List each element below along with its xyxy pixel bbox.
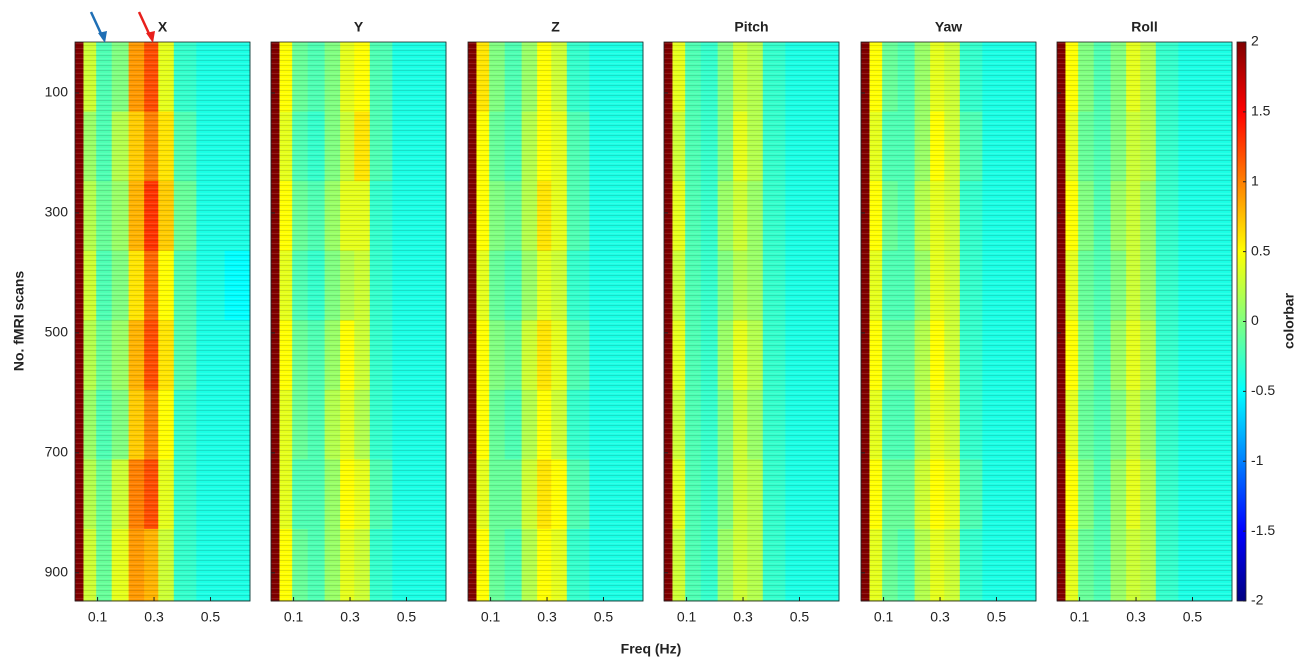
axes-box bbox=[270, 41, 447, 602]
x-tick-label: 0.1 bbox=[677, 609, 697, 625]
scan-texture bbox=[861, 42, 1036, 601]
panel-title: Pitch bbox=[734, 19, 768, 35]
colorbar-tick-label: -2 bbox=[1251, 592, 1264, 608]
panel-title: Y bbox=[354, 19, 364, 35]
red-arrow-head bbox=[146, 31, 155, 43]
x-tick-label: 0.5 bbox=[790, 609, 810, 625]
colorbar-tick-label: -1.5 bbox=[1251, 522, 1275, 538]
x-tick-label: 0.1 bbox=[874, 609, 894, 625]
colorbar-tick-label: 1 bbox=[1251, 172, 1259, 188]
y-axis-label: No. fMRI scans bbox=[11, 271, 27, 372]
panel-title: X bbox=[158, 19, 168, 35]
x-tick-label: 0.3 bbox=[537, 609, 557, 625]
scan-texture bbox=[664, 42, 839, 601]
colorbar-tick-label: 0.5 bbox=[1251, 242, 1271, 258]
panels: X 0.1 0.3 0.5 100 300 500 700 900 Y 0.1 0.3 0.5 Z 0.1 0… bbox=[45, 19, 1233, 625]
x-axis-label: Freq (Hz) bbox=[621, 641, 682, 657]
x-tick-label: 0.3 bbox=[340, 609, 360, 625]
y-tick-label: 100 bbox=[45, 84, 69, 100]
x-tick-label: 0.3 bbox=[1126, 609, 1146, 625]
panel-title: Roll bbox=[1131, 19, 1157, 35]
x-tick-label: 0.5 bbox=[987, 609, 1007, 625]
axes-box bbox=[74, 41, 251, 602]
x-tick-label: 0.1 bbox=[88, 609, 108, 625]
x-tick-label: 0.1 bbox=[284, 609, 304, 625]
colorbar-tick-label: 1.5 bbox=[1251, 103, 1271, 119]
x-tick-label: 0.1 bbox=[481, 609, 501, 625]
scan-texture bbox=[468, 42, 643, 601]
axes-box bbox=[663, 41, 840, 602]
x-tick-label: 0.1 bbox=[1070, 609, 1090, 625]
x-tick-label: 0.3 bbox=[144, 609, 164, 625]
annotation-arrows bbox=[89, 11, 155, 43]
blue-arrow-head bbox=[98, 31, 107, 43]
colorbar-label: colorbar bbox=[1281, 292, 1297, 349]
x-tick-label: 0.3 bbox=[930, 609, 950, 625]
y-tick-label: 900 bbox=[45, 564, 69, 580]
y-tick-label: 300 bbox=[45, 204, 69, 220]
axes-box bbox=[860, 41, 1037, 602]
panel-title: Z bbox=[551, 19, 560, 35]
axes-box bbox=[1056, 41, 1233, 602]
colorbar-tick-label: -1 bbox=[1251, 452, 1264, 468]
scan-texture bbox=[271, 42, 446, 601]
y-tick-label: 700 bbox=[45, 444, 69, 460]
x-tick-label: 0.3 bbox=[733, 609, 753, 625]
x-tick-label: 0.5 bbox=[201, 609, 221, 625]
colorbar-tick-label: -0.5 bbox=[1251, 382, 1275, 398]
colorbar-tick-label: 0 bbox=[1251, 312, 1259, 328]
y-tick-label: 500 bbox=[45, 324, 69, 340]
scan-texture bbox=[1057, 42, 1232, 601]
x-tick-label: 0.5 bbox=[1183, 609, 1203, 625]
x-tick-label: 0.5 bbox=[594, 609, 614, 625]
panel-title: Yaw bbox=[935, 19, 962, 35]
x-tick-label: 0.5 bbox=[397, 609, 417, 625]
scan-texture bbox=[75, 42, 250, 601]
axes-box bbox=[467, 41, 644, 602]
colorbar-tick-label: 2 bbox=[1251, 33, 1259, 49]
